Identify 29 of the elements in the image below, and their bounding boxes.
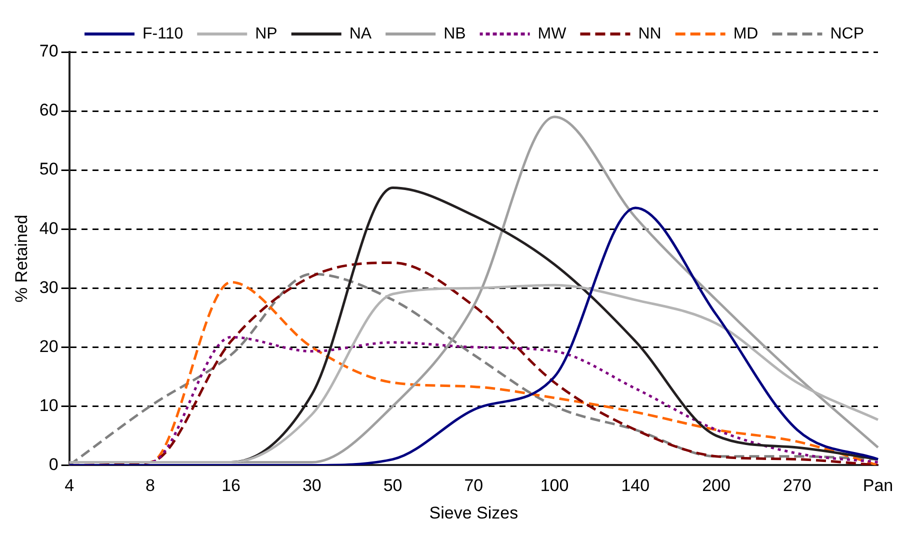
legend-label: NB xyxy=(444,25,466,42)
x-axis-title: Sieve Sizes xyxy=(429,503,518,522)
y-tick-label: 50 xyxy=(39,160,58,179)
x-tick-label: 16 xyxy=(222,476,241,496)
legend-label: NP xyxy=(255,25,278,42)
x-tick-label: 8 xyxy=(145,476,155,496)
x-tick-label: 70 xyxy=(464,476,484,496)
y-tick-label: 20 xyxy=(39,336,58,356)
y-tick-label: 70 xyxy=(39,42,58,61)
legend-label: NA xyxy=(349,25,372,42)
x-tick-label: 200 xyxy=(702,476,730,496)
y-axis-title: % Retained xyxy=(12,214,31,303)
y-tick-label: 40 xyxy=(39,218,58,238)
x-tick-label: 30 xyxy=(302,476,322,496)
x-tick-label: 140 xyxy=(621,476,650,496)
legend-label: NCP xyxy=(830,25,864,42)
y-tick-label: 30 xyxy=(39,278,58,297)
x-tick-label: 270 xyxy=(782,476,812,496)
y-tick-label: 0 xyxy=(48,454,58,474)
y-tick-label: 10 xyxy=(39,396,58,415)
y-tick-label: 60 xyxy=(39,100,58,120)
legend-label: F-110 xyxy=(142,25,184,42)
legend-label: MD xyxy=(733,25,758,42)
x-tick-label: 4 xyxy=(64,476,74,496)
legend-label: MW xyxy=(538,25,568,42)
legend-label: NN xyxy=(638,25,662,42)
x-tick-label: 100 xyxy=(540,476,569,496)
x-tick-label: 50 xyxy=(383,476,402,496)
x-tick-label: Pan xyxy=(862,476,894,496)
